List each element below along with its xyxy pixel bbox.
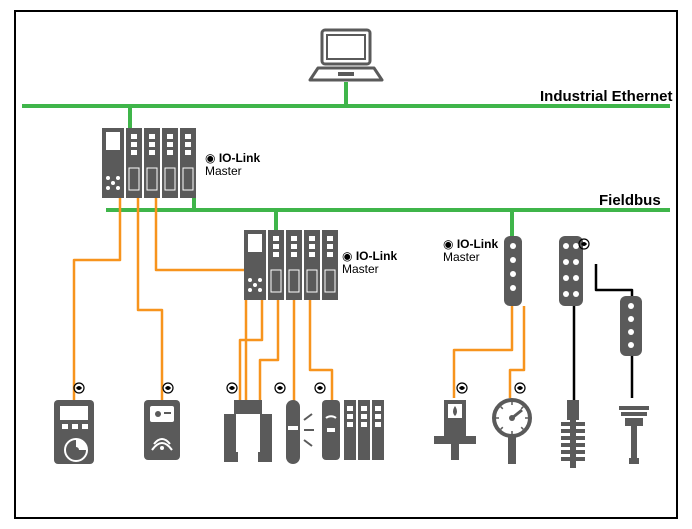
iolink-master-1: [102, 128, 196, 198]
iolink-badge-icon: [515, 383, 525, 393]
sensor-meter-icon: [54, 400, 94, 464]
cylinder-icon: [286, 400, 314, 464]
cable: [138, 198, 162, 400]
probe-sensor-icon: [619, 406, 649, 464]
iolink-badge-icon: [74, 383, 84, 393]
iolink-master-3: [504, 236, 522, 306]
cable: [156, 198, 246, 400]
gripper-icon: [224, 400, 272, 462]
iolink-badge-icon: [457, 383, 467, 393]
flow-sensor-icon: [434, 400, 476, 460]
fieldbus-label: Fieldbus: [599, 192, 661, 209]
temp-gauge-icon: [494, 400, 530, 464]
iolink-master-2-label: ◉ IO-LinkMaster: [342, 250, 397, 276]
iolink-badge-icon: [227, 383, 237, 393]
cable: [240, 300, 262, 400]
industrial-ethernet-label: Industrial Ethernet: [540, 88, 673, 105]
cable: [74, 198, 120, 400]
io-hub-2: [620, 296, 642, 356]
finned-sensor-icon: [561, 400, 585, 468]
io-block-icon: [322, 400, 384, 460]
iolink-master-3-label: ◉ IO-LinkMaster: [443, 238, 498, 264]
iolink-master-2: [244, 230, 338, 300]
iolink-badge-icon: [275, 383, 285, 393]
iolink-badge-icon: [315, 383, 325, 393]
iolink-master-1-label: ◉ IO-LinkMaster: [205, 152, 260, 178]
cable: [310, 300, 332, 400]
iolink-badge-icon: [163, 383, 173, 393]
cable: [454, 306, 512, 398]
laptop-icon: [310, 30, 382, 80]
rfid-reader-icon: [144, 400, 180, 460]
